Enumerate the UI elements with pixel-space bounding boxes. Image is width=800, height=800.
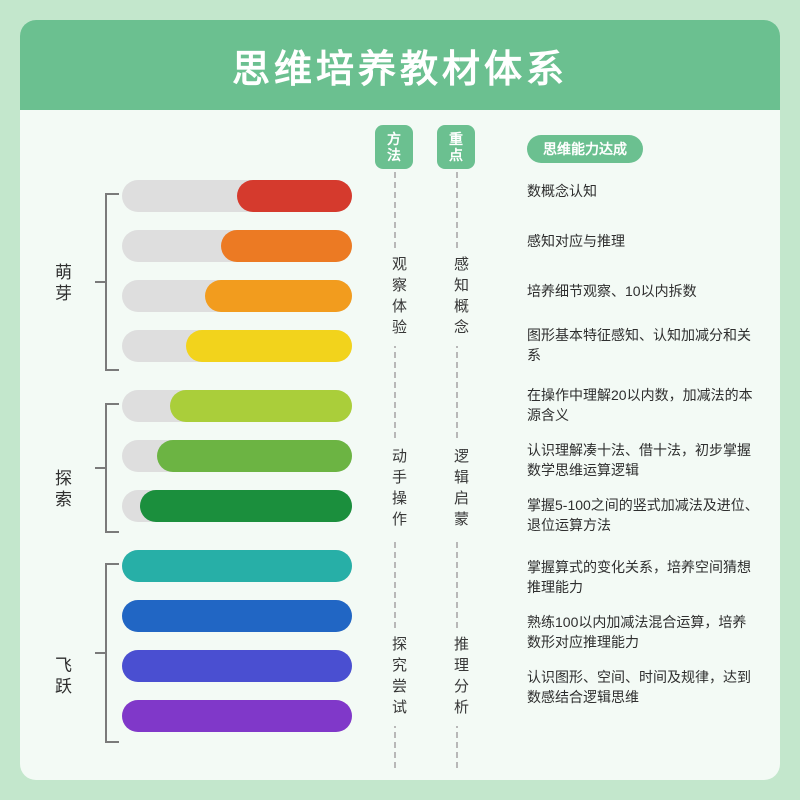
- page-title: 思维培养教材体系: [232, 38, 568, 93]
- stage-bracket-1: [105, 403, 107, 533]
- outcome-text-2-2: 认识图形、空间、时间及规律，达到数感结合逻辑思维: [527, 667, 760, 708]
- level-bar-0-2: [122, 280, 352, 312]
- level-bar-fill-0-2: [205, 280, 352, 312]
- method-label-stage-1: 动手操作: [388, 442, 409, 538]
- level-bar-fill-2-0: [122, 550, 352, 582]
- column-header-method: 方法: [375, 125, 413, 169]
- stage-label-2: 飞跃: [55, 655, 72, 698]
- focus-label-stage-1: 逻辑启蒙: [450, 442, 471, 538]
- outcome-text-1-0: 在操作中理解20以内数，加减法的本源含义: [527, 385, 760, 426]
- outcome-text-2-0: 掌握算式的变化关系，培养空间猜想推理能力: [527, 557, 760, 598]
- outcome-text-0-1: 感知对应与推理: [527, 231, 760, 251]
- focus-label-stage-0: 感知概念: [450, 250, 471, 346]
- outcome-text-0-3: 图形基本特征感知、认知加减分和关系: [527, 325, 760, 366]
- level-bar-fill-0-3: [186, 330, 352, 362]
- method-label-stage-0: 观察体验: [388, 250, 409, 346]
- level-bar-0-0: [122, 180, 352, 212]
- column-header-ability: 思维能力达成: [527, 135, 643, 163]
- level-bar-2-3: [122, 700, 352, 732]
- outcome-text-0-0: 数概念认知: [527, 181, 760, 201]
- stage-label-0: 萌芽: [55, 262, 72, 305]
- divider-focus: 感知概念逻辑启蒙推理分析: [456, 172, 458, 768]
- level-bar-2-1: [122, 600, 352, 632]
- focus-label-stage-2: 推理分析: [450, 630, 471, 726]
- level-bar-2-0: [122, 550, 352, 582]
- level-bar-1-1: [122, 440, 352, 472]
- outcome-text-2-1: 熟练100以内加减法混合运算，培养数形对应推理能力: [527, 612, 760, 653]
- outcome-text-0-2: 培养细节观察、10以内拆数: [527, 281, 760, 301]
- divider-method: 观察体验动手操作探究尝试: [394, 172, 396, 768]
- level-bar-fill-2-1: [122, 600, 352, 632]
- column-header-focus: 重点: [437, 125, 475, 169]
- stage-bracket-0: [105, 193, 107, 371]
- level-bar-0-3: [122, 330, 352, 362]
- level-bar-fill-1-1: [157, 440, 353, 472]
- level-bar-1-2: [122, 490, 352, 522]
- stage-bracket-2: [105, 563, 107, 743]
- header-bar: 思维培养教材体系: [20, 20, 780, 110]
- level-bar-fill-1-0: [170, 390, 352, 422]
- level-bar-fill-2-2: [122, 650, 352, 682]
- level-bar-fill-0-1: [221, 230, 352, 262]
- outcome-text-1-2: 掌握5-100之间的竖式加减法及进位、退位运算方法: [527, 495, 760, 536]
- level-bar-1-0: [122, 390, 352, 422]
- stage-label-1: 探索: [55, 468, 72, 511]
- method-label-stage-2: 探究尝试: [388, 630, 409, 726]
- level-bar-2-2: [122, 650, 352, 682]
- level-bar-fill-0-0: [237, 180, 352, 212]
- level-bar-0-1: [122, 230, 352, 262]
- outcome-text-1-1: 认识理解凑十法、借十法，初步掌握数学思维运算逻辑: [527, 440, 760, 481]
- level-bar-fill-1-2: [140, 490, 352, 522]
- level-bar-fill-2-3: [122, 700, 352, 732]
